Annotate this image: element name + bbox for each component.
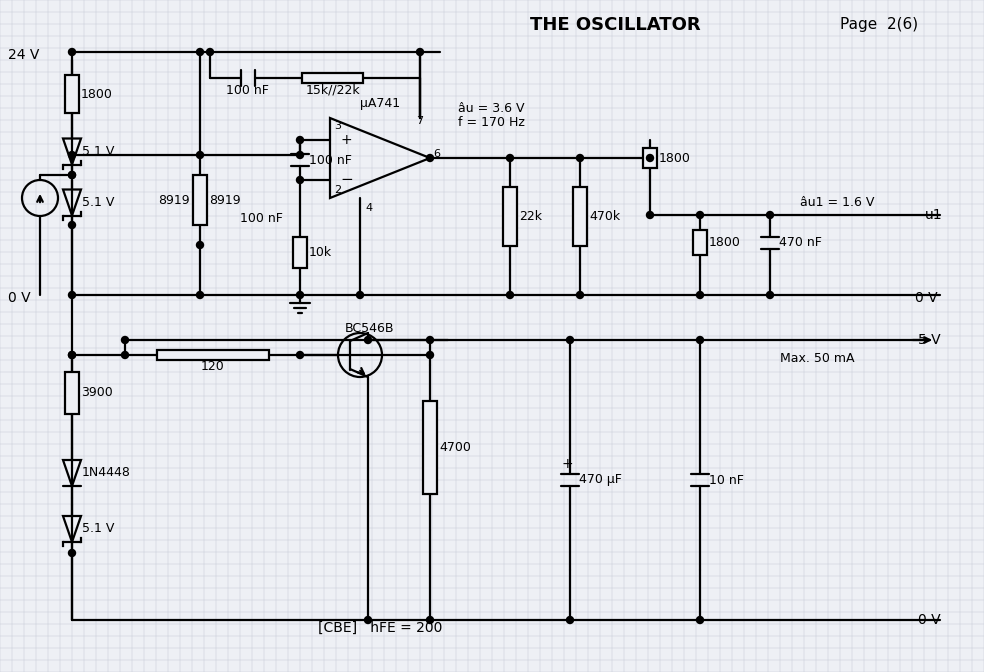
- Bar: [65, 75, 79, 113]
- Circle shape: [646, 155, 653, 161]
- Text: 6: 6: [433, 149, 440, 159]
- Circle shape: [567, 616, 574, 624]
- Text: +: +: [340, 133, 351, 147]
- Text: 100 nF: 100 nF: [226, 83, 269, 97]
- Circle shape: [121, 351, 129, 358]
- Text: 3: 3: [334, 121, 341, 131]
- Circle shape: [697, 616, 704, 624]
- Bar: [503, 187, 517, 247]
- Circle shape: [364, 616, 372, 624]
- Text: 1800: 1800: [659, 151, 691, 165]
- Circle shape: [197, 48, 204, 56]
- Circle shape: [197, 151, 204, 159]
- Text: 3900: 3900: [81, 386, 113, 399]
- Circle shape: [507, 155, 514, 161]
- Text: Page  2(6): Page 2(6): [840, 17, 918, 32]
- Text: −: −: [340, 173, 352, 187]
- Circle shape: [197, 292, 204, 298]
- Bar: [302, 73, 363, 83]
- Bar: [573, 187, 587, 247]
- Circle shape: [577, 292, 584, 298]
- Circle shape: [69, 550, 76, 556]
- Text: 120: 120: [201, 360, 224, 374]
- Text: 1N4448: 1N4448: [82, 466, 131, 480]
- Circle shape: [697, 212, 704, 218]
- Circle shape: [69, 171, 76, 179]
- Circle shape: [296, 136, 303, 144]
- Text: 0 V: 0 V: [8, 291, 31, 305]
- Text: 2: 2: [334, 185, 341, 195]
- Text: 470 μF: 470 μF: [579, 474, 622, 487]
- Text: 0 V: 0 V: [918, 613, 941, 627]
- Text: âu = 3.6 V: âu = 3.6 V: [458, 101, 524, 114]
- Text: [CBE]   hFE = 200: [CBE] hFE = 200: [318, 621, 442, 635]
- Text: μA741: μA741: [360, 97, 400, 110]
- Text: 24 V: 24 V: [8, 48, 39, 62]
- Text: 5.1 V: 5.1 V: [82, 523, 114, 536]
- Circle shape: [69, 171, 76, 179]
- Text: 5 V: 5 V: [918, 333, 941, 347]
- Bar: [293, 237, 307, 268]
- Text: f = 170 Hz: f = 170 Hz: [458, 116, 524, 128]
- Text: 470k: 470k: [589, 210, 620, 223]
- Text: 5.1 V: 5.1 V: [82, 196, 114, 209]
- Circle shape: [207, 48, 214, 56]
- Circle shape: [697, 292, 704, 298]
- Circle shape: [577, 155, 584, 161]
- Bar: [65, 372, 79, 413]
- Circle shape: [69, 48, 76, 56]
- Circle shape: [296, 151, 303, 159]
- Text: 1800: 1800: [709, 236, 741, 249]
- Circle shape: [646, 212, 653, 218]
- Text: 22k: 22k: [519, 210, 542, 223]
- Bar: [643, 148, 657, 168]
- Circle shape: [69, 222, 76, 228]
- Text: +: +: [561, 457, 573, 471]
- Text: THE OSCILLATOR: THE OSCILLATOR: [530, 16, 701, 34]
- Circle shape: [767, 212, 773, 218]
- Circle shape: [426, 351, 434, 358]
- Text: 4: 4: [365, 203, 372, 213]
- Bar: [693, 230, 707, 255]
- Circle shape: [296, 351, 303, 358]
- Circle shape: [567, 337, 574, 343]
- Circle shape: [197, 241, 204, 249]
- Bar: [423, 401, 437, 494]
- Text: 100 nF: 100 nF: [309, 153, 352, 167]
- Circle shape: [767, 292, 773, 298]
- Circle shape: [296, 177, 303, 183]
- Bar: [193, 175, 207, 225]
- Text: 10 nF: 10 nF: [709, 474, 744, 487]
- Text: 15k//22k: 15k//22k: [305, 83, 360, 97]
- Text: 8919: 8919: [158, 194, 190, 206]
- Text: 5.1 V: 5.1 V: [82, 145, 114, 158]
- Circle shape: [416, 48, 423, 56]
- Text: 470 nF: 470 nF: [779, 236, 822, 249]
- Text: 8919: 8919: [209, 194, 241, 206]
- Bar: [156, 350, 269, 360]
- Text: 7: 7: [416, 116, 423, 126]
- Text: âu1 = 1.6 V: âu1 = 1.6 V: [800, 196, 875, 210]
- Text: 4700: 4700: [439, 441, 471, 454]
- Text: Max. 50 mA: Max. 50 mA: [780, 351, 854, 364]
- Text: 100 nF: 100 nF: [240, 212, 282, 224]
- Circle shape: [426, 337, 434, 343]
- Circle shape: [356, 292, 363, 298]
- Circle shape: [69, 151, 76, 159]
- Circle shape: [364, 337, 372, 343]
- Circle shape: [69, 351, 76, 358]
- Circle shape: [697, 337, 704, 343]
- Circle shape: [69, 351, 76, 358]
- Circle shape: [507, 292, 514, 298]
- Text: 0 V: 0 V: [915, 291, 938, 305]
- Text: 10k: 10k: [309, 246, 333, 259]
- Circle shape: [69, 292, 76, 298]
- Circle shape: [296, 292, 303, 298]
- Text: u1: u1: [925, 208, 943, 222]
- Circle shape: [426, 155, 434, 161]
- Text: 1800: 1800: [81, 87, 113, 101]
- Circle shape: [121, 337, 129, 343]
- Circle shape: [426, 616, 434, 624]
- Text: BC546B: BC546B: [345, 321, 395, 335]
